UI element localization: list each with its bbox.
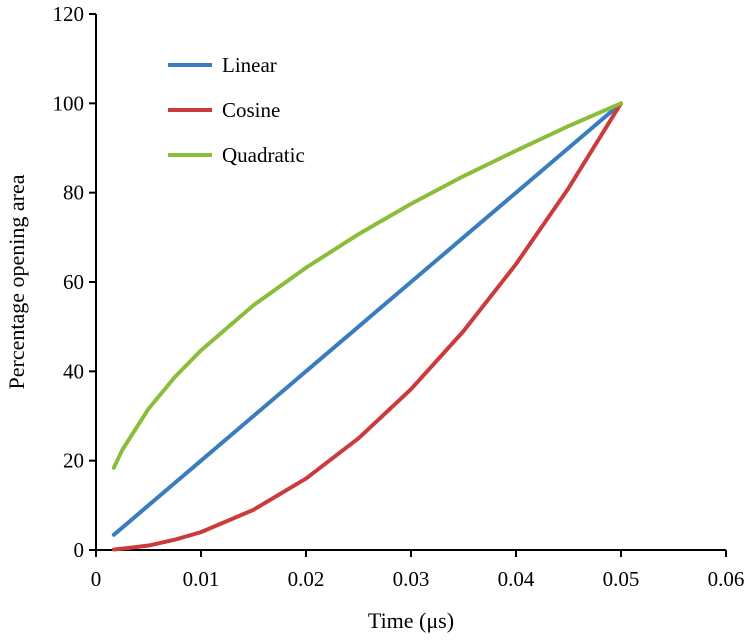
x-tick-label: 0 (91, 567, 102, 591)
y-tick-label: 100 (53, 91, 85, 115)
x-tick-label: 0.02 (288, 567, 325, 591)
legend: Linear Cosine Quadratic (168, 53, 305, 167)
x-tick-label: 0.01 (183, 567, 220, 591)
x-tick-label: 0.04 (498, 567, 535, 591)
axes: 0 0.01 0.02 0.03 0.04 0.05 0.06 0 20 40 60 80 100 120 (53, 2, 745, 591)
legend-label: Cosine (222, 98, 280, 122)
y-tick-label: 20 (63, 449, 84, 473)
y-tick-label: 120 (53, 2, 85, 26)
y-tick-label: 80 (63, 181, 84, 205)
x-tick-label: 0.06 (708, 567, 745, 591)
y-tick-label: 0 (74, 538, 85, 562)
series-line-linear (111, 101, 623, 537)
x-axis-label: Time (μs) (368, 608, 454, 633)
legend-label: Quadratic (222, 143, 305, 167)
y-tick-label: 60 (63, 270, 84, 294)
x-tick-label: 0.05 (603, 567, 640, 591)
series-line-cosine (111, 101, 623, 552)
y-axis-label: Percentage opening area (4, 174, 29, 389)
x-tick-label: 0.03 (393, 567, 430, 591)
y-tick-label: 40 (63, 359, 84, 383)
series-line-quadratic (111, 101, 623, 470)
legend-label: Linear (222, 53, 277, 77)
